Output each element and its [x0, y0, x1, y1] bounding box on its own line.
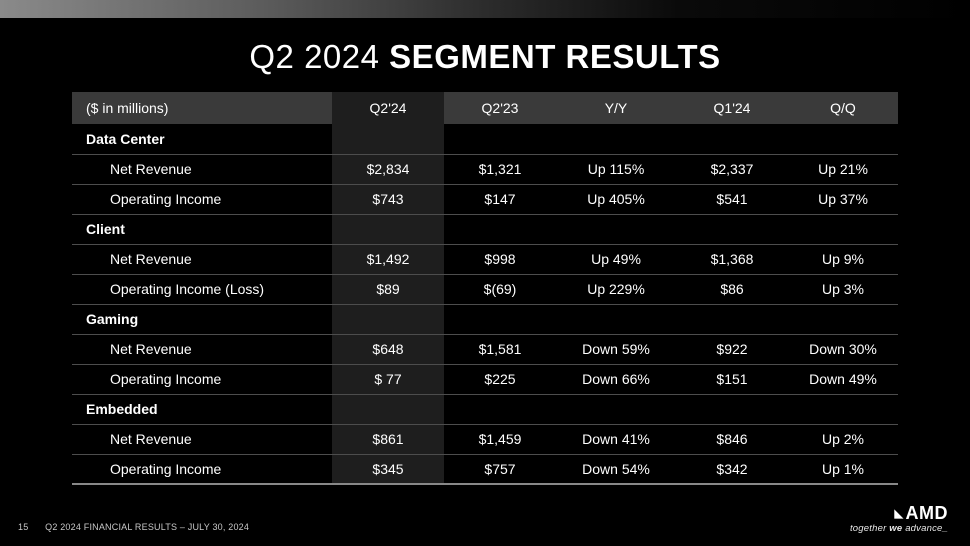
cell: $147: [444, 184, 556, 214]
segment-name: Gaming: [72, 304, 332, 334]
header-gradient-bar: [0, 0, 970, 18]
cell: $1,368: [676, 244, 788, 274]
table-row: Operating Income $ 77 $225 Down 66% $151…: [72, 364, 898, 394]
segment-results-table: ($ in millions) Q2'24 Q2'23 Y/Y Q1'24 Q/…: [72, 92, 898, 485]
row-label: Operating Income (Loss): [72, 274, 332, 304]
col-header: Q/Q: [788, 92, 898, 124]
title-bold-part: SEGMENT RESULTS: [389, 38, 720, 75]
table-row: Net Revenue $861 $1,459 Down 41% $846 Up…: [72, 424, 898, 454]
cell: $1,492: [332, 244, 444, 274]
results-table: ($ in millions) Q2'24 Q2'23 Y/Y Q1'24 Q/…: [72, 92, 898, 485]
row-label: Operating Income: [72, 364, 332, 394]
cell: Down 49%: [788, 364, 898, 394]
col-header: Y/Y: [556, 92, 676, 124]
brand-name: AMD: [906, 503, 949, 523]
cell: Up 115%: [556, 154, 676, 184]
segment-header-row: Client: [72, 214, 898, 244]
unit-label: ($ in millions): [72, 92, 332, 124]
cell: $1,459: [444, 424, 556, 454]
col-header: Q2'23: [444, 92, 556, 124]
table-header: ($ in millions) Q2'24 Q2'23 Y/Y Q1'24 Q/…: [72, 92, 898, 124]
cell: $1,581: [444, 334, 556, 364]
table-row: Operating Income $743 $147 Up 405% $541 …: [72, 184, 898, 214]
cell: $151: [676, 364, 788, 394]
cell: $743: [332, 184, 444, 214]
cell: $2,834: [332, 154, 444, 184]
footer-caption: Q2 2024 FINANCIAL RESULTS – JULY 30, 202…: [45, 522, 249, 532]
row-label: Operating Income: [72, 454, 332, 484]
brand-block: ◣AMD together we advance_: [850, 504, 948, 534]
cell: Up 37%: [788, 184, 898, 214]
cell: $998: [444, 244, 556, 274]
table-row: Net Revenue $648 $1,581 Down 59% $922 Do…: [72, 334, 898, 364]
cell: $345: [332, 454, 444, 484]
cell: Up 2%: [788, 424, 898, 454]
cell: $(69): [444, 274, 556, 304]
cell: Down 30%: [788, 334, 898, 364]
row-label: Net Revenue: [72, 244, 332, 274]
cell: $1,321: [444, 154, 556, 184]
cell: Up 21%: [788, 154, 898, 184]
brand-tagline: together we advance_: [850, 524, 948, 534]
cell: $86: [676, 274, 788, 304]
footer-left: 15 Q2 2024 FINANCIAL RESULTS – JULY 30, …: [18, 522, 249, 532]
cell: $541: [676, 184, 788, 214]
cell: $648: [332, 334, 444, 364]
title-light-part: Q2 2024: [249, 38, 389, 75]
segment-name: Embedded: [72, 394, 332, 424]
segment-name: Client: [72, 214, 332, 244]
segment-header-row: Gaming: [72, 304, 898, 334]
cell: $757: [444, 454, 556, 484]
cell: $89: [332, 274, 444, 304]
cell: Up 9%: [788, 244, 898, 274]
col-header: Q2'24: [332, 92, 444, 124]
row-label: Operating Income: [72, 184, 332, 214]
segment-header-row: Embedded: [72, 394, 898, 424]
cell: $846: [676, 424, 788, 454]
cell: Up 229%: [556, 274, 676, 304]
cell: $861: [332, 424, 444, 454]
row-label: Net Revenue: [72, 334, 332, 364]
cell: Up 1%: [788, 454, 898, 484]
cell: Down 41%: [556, 424, 676, 454]
cell: Down 66%: [556, 364, 676, 394]
cell: $ 77: [332, 364, 444, 394]
table-row: Operating Income (Loss) $89 $(69) Up 229…: [72, 274, 898, 304]
row-label: Net Revenue: [72, 154, 332, 184]
cell: Down 59%: [556, 334, 676, 364]
table-body: Data Center Net Revenue $2,834 $1,321 Up…: [72, 124, 898, 484]
cell: $922: [676, 334, 788, 364]
table-row: Operating Income $345 $757 Down 54% $342…: [72, 454, 898, 484]
brand-logo: ◣AMD: [850, 504, 948, 524]
cell: $2,337: [676, 154, 788, 184]
cell: Up 3%: [788, 274, 898, 304]
table-row: Net Revenue $1,492 $998 Up 49% $1,368 Up…: [72, 244, 898, 274]
cell: Down 54%: [556, 454, 676, 484]
slide-title: Q2 2024 SEGMENT RESULTS: [0, 38, 970, 76]
cell: Up 49%: [556, 244, 676, 274]
brand-arrow-icon: ◣: [895, 508, 904, 520]
segment-header-row: Data Center: [72, 124, 898, 154]
page-number: 15: [18, 522, 28, 532]
cell: $225: [444, 364, 556, 394]
table-row: Net Revenue $2,834 $1,321 Up 115% $2,337…: [72, 154, 898, 184]
cell: Up 405%: [556, 184, 676, 214]
row-label: Net Revenue: [72, 424, 332, 454]
cell: $342: [676, 454, 788, 484]
col-header: Q1'24: [676, 92, 788, 124]
segment-name: Data Center: [72, 124, 332, 154]
